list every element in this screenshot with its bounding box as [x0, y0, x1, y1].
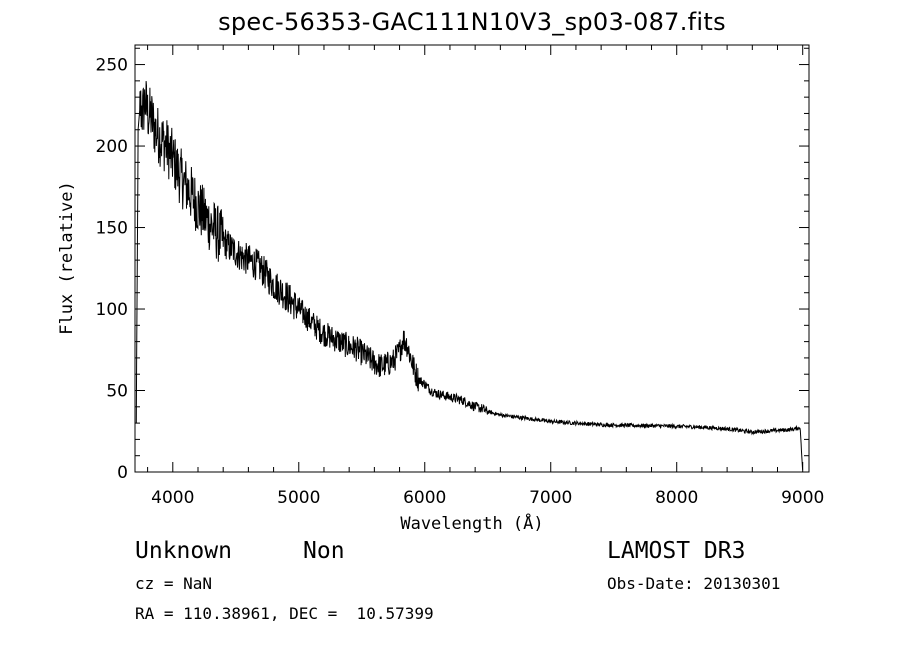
- y-tick-label: 250: [96, 56, 128, 76]
- y-tick-label: 150: [96, 219, 128, 239]
- x-tick-label: 7000: [529, 488, 572, 508]
- object-class-label: Unknown: [135, 538, 232, 564]
- y-tick-label: 200: [96, 137, 128, 157]
- chart-title: spec-56353-GAC111N10V3_sp03-087.fits: [218, 8, 726, 36]
- coordinates-label: RA = 110.38961, DEC = 10.57399: [135, 604, 434, 623]
- x-tick-label: 9000: [781, 488, 824, 508]
- obs-date-label: Obs-Date: 20130301: [607, 574, 781, 593]
- y-tick-label: 100: [96, 300, 128, 320]
- x-tick-label: 5000: [277, 488, 320, 508]
- x-tick-label: 8000: [655, 488, 698, 508]
- x-tick-label: 4000: [151, 488, 194, 508]
- y-axis-label: Flux (relative): [57, 181, 77, 335]
- plot-frame: [134, 44, 810, 473]
- spectrum-line: [135, 81, 804, 470]
- x-axis-label: Wavelength (Å): [400, 512, 543, 534]
- y-tick-label: 0: [117, 463, 128, 483]
- survey-label: LAMOST DR3: [607, 538, 746, 564]
- x-tick-label: 6000: [403, 488, 446, 508]
- y-tick-label: 50: [106, 382, 128, 402]
- redshift-label: cz = NaN: [135, 574, 213, 593]
- subclass-label: Non: [303, 538, 345, 564]
